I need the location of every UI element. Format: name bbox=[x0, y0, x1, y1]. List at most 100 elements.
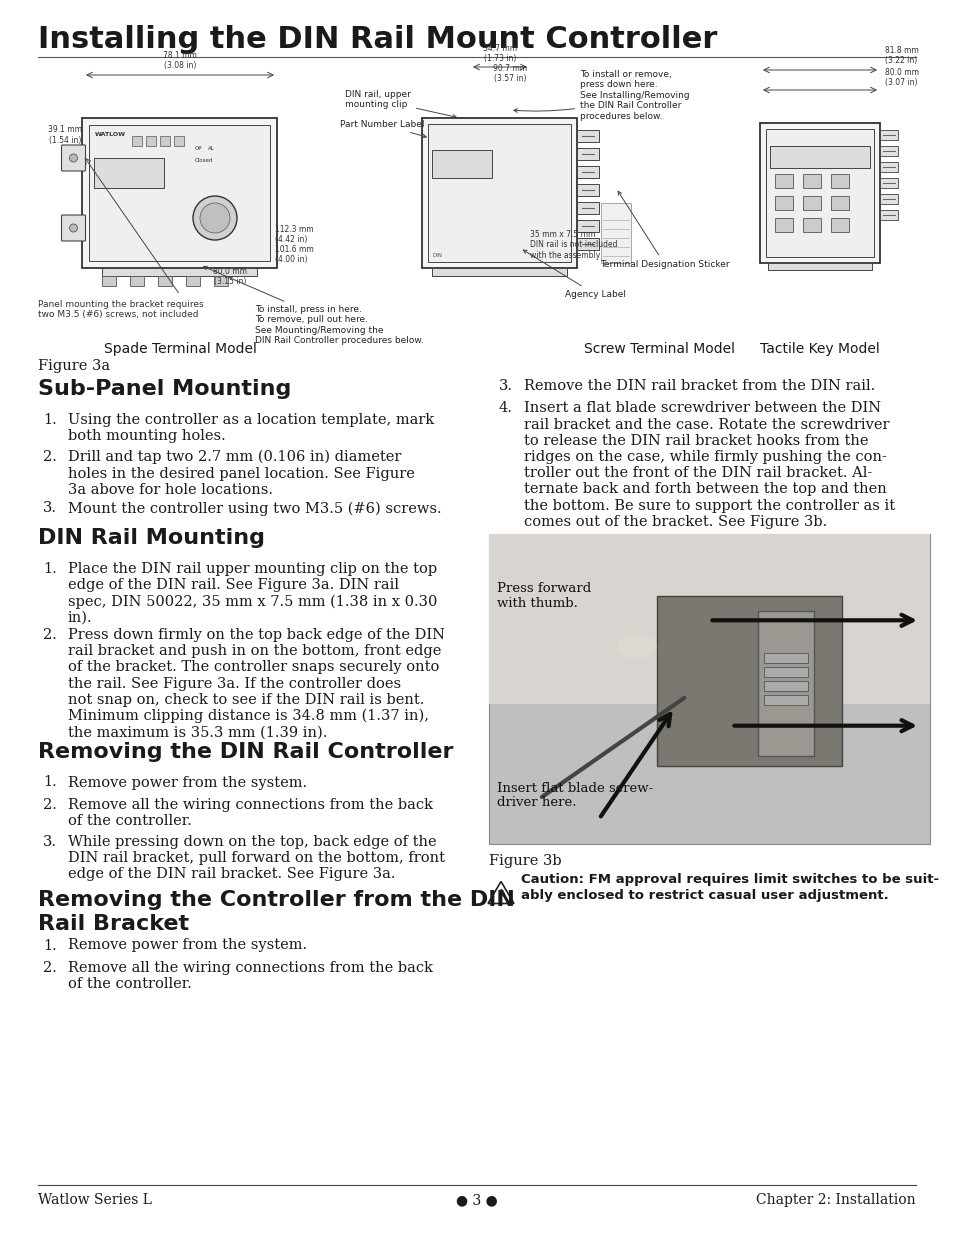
Text: 3.: 3. bbox=[43, 835, 57, 848]
Text: 80.0 mm
(3.15 in): 80.0 mm (3.15 in) bbox=[213, 267, 247, 287]
Bar bbox=[774, 219, 792, 232]
Bar bbox=[758, 611, 813, 756]
Text: Press down firmly on the top back edge of the DIN
rail bracket and push in on th: Press down firmly on the top back edge o… bbox=[68, 629, 444, 740]
Circle shape bbox=[70, 224, 77, 232]
Polygon shape bbox=[488, 882, 514, 904]
Text: ● 3 ●: ● 3 ● bbox=[456, 1193, 497, 1207]
Bar bbox=[802, 196, 821, 210]
Bar bbox=[656, 595, 841, 766]
Text: Agency Label: Agency Label bbox=[523, 249, 625, 299]
Text: 90.7 mm
(3.57 in): 90.7 mm (3.57 in) bbox=[493, 63, 526, 83]
Text: WATLOW: WATLOW bbox=[94, 132, 126, 137]
Bar bbox=[879, 210, 897, 220]
Bar bbox=[577, 220, 598, 232]
Text: Figure 3b: Figure 3b bbox=[489, 853, 561, 867]
Text: 3.: 3. bbox=[43, 501, 57, 515]
Bar bbox=[94, 158, 164, 188]
Text: Press forward
with thumb.: Press forward with thumb. bbox=[497, 582, 591, 610]
Text: 39.1 mm
(1.54 in): 39.1 mm (1.54 in) bbox=[48, 125, 82, 144]
Bar bbox=[879, 194, 897, 204]
Text: 34.7 mm
(1.73 in): 34.7 mm (1.73 in) bbox=[482, 43, 517, 63]
Text: 1.: 1. bbox=[43, 776, 56, 789]
FancyBboxPatch shape bbox=[61, 215, 86, 241]
Bar bbox=[760, 124, 879, 263]
Bar bbox=[763, 695, 807, 705]
Bar bbox=[432, 268, 567, 275]
Bar bbox=[879, 162, 897, 172]
Text: Mount the controller using two M3.5 (#6) screws.: Mount the controller using two M3.5 (#6)… bbox=[68, 501, 441, 516]
Text: !: ! bbox=[498, 889, 503, 899]
Text: 2.: 2. bbox=[43, 450, 57, 464]
Text: Tactile Key Model: Tactile Key Model bbox=[760, 342, 879, 356]
Bar bbox=[489, 534, 929, 844]
Text: 1.: 1. bbox=[43, 562, 56, 576]
Text: Using the controller as a location template, mark
both mounting holes.: Using the controller as a location templ… bbox=[68, 412, 434, 443]
Bar bbox=[765, 128, 873, 257]
Bar bbox=[802, 174, 821, 188]
Text: Insert flat blade screw-
driver here.: Insert flat blade screw- driver here. bbox=[497, 782, 653, 809]
Text: 3.: 3. bbox=[498, 379, 513, 393]
Text: Closed: Closed bbox=[194, 158, 213, 163]
Text: Caution: FM approval requires limit switches to be suit-
ably enclosed to restri: Caution: FM approval requires limit swit… bbox=[520, 873, 938, 902]
Bar bbox=[432, 149, 492, 178]
Bar bbox=[879, 146, 897, 156]
Text: Place the DIN rail upper mounting clip on the top
edge of the DIN rail. See Figu: Place the DIN rail upper mounting clip o… bbox=[68, 562, 436, 625]
Bar bbox=[577, 203, 598, 214]
Text: 35 mm x 7.5 mm
DIN rail is not included
with the assembly: 35 mm x 7.5 mm DIN rail is not included … bbox=[530, 230, 617, 259]
Bar bbox=[102, 268, 257, 275]
Text: 4.: 4. bbox=[498, 401, 513, 415]
Bar bbox=[830, 196, 848, 210]
Text: Chapter 2: Installation: Chapter 2: Installation bbox=[756, 1193, 915, 1207]
Text: 112.3 mm
(4.42 in): 112.3 mm (4.42 in) bbox=[274, 225, 314, 245]
Bar bbox=[830, 174, 848, 188]
Text: Watlow Series L: Watlow Series L bbox=[38, 1193, 152, 1207]
Bar bbox=[90, 125, 271, 261]
Text: Terminal Designation Sticker: Terminal Designation Sticker bbox=[599, 191, 729, 269]
Ellipse shape bbox=[616, 634, 656, 659]
Bar bbox=[158, 275, 172, 287]
Text: 80.0 mm
(3.07 in): 80.0 mm (3.07 in) bbox=[884, 68, 918, 86]
Bar bbox=[160, 136, 171, 146]
Bar bbox=[428, 124, 571, 262]
Text: Part Number Label: Part Number Label bbox=[339, 120, 426, 138]
Text: Screw Terminal Model: Screw Terminal Model bbox=[584, 342, 735, 356]
Text: DIN: DIN bbox=[432, 253, 442, 258]
Bar bbox=[577, 130, 598, 142]
Bar bbox=[577, 184, 598, 196]
Bar bbox=[763, 682, 807, 692]
Bar bbox=[879, 130, 897, 140]
Text: Installing the DIN Rail Mount Controller: Installing the DIN Rail Mount Controller bbox=[38, 25, 717, 54]
Bar bbox=[174, 136, 184, 146]
Text: Remove power from the system.: Remove power from the system. bbox=[68, 939, 307, 952]
Text: Figure 3a: Figure 3a bbox=[38, 359, 110, 373]
Text: Remove all the wiring connections from the back
of the controller.: Remove all the wiring connections from t… bbox=[68, 961, 433, 992]
Text: To install, press in here.
To remove, pull out here.
See Mounting/Removing the
D: To install, press in here. To remove, pu… bbox=[203, 267, 423, 346]
Text: 2.: 2. bbox=[43, 798, 57, 811]
Bar bbox=[422, 119, 577, 268]
Bar bbox=[102, 275, 116, 287]
Bar bbox=[82, 119, 277, 268]
Bar bbox=[830, 219, 848, 232]
Text: While pressing down on the top, back edge of the
DIN rail bracket, pull forward : While pressing down on the top, back edg… bbox=[68, 835, 444, 882]
Text: Removing the DIN Rail Controller: Removing the DIN Rail Controller bbox=[38, 741, 453, 762]
Text: Panel mounting the bracket requires
two M3.5 (#6) screws, not included: Panel mounting the bracket requires two … bbox=[38, 300, 203, 320]
Text: 2.: 2. bbox=[43, 629, 57, 642]
Bar bbox=[577, 148, 598, 161]
Text: AL: AL bbox=[208, 146, 214, 151]
Text: 101.6 mm
(4.00 in): 101.6 mm (4.00 in) bbox=[274, 245, 314, 264]
Circle shape bbox=[70, 154, 77, 162]
Bar bbox=[769, 146, 869, 168]
Bar bbox=[767, 263, 871, 270]
Text: 2.: 2. bbox=[43, 961, 57, 974]
Text: 81.8 mm
(3.22 in): 81.8 mm (3.22 in) bbox=[884, 46, 918, 65]
Text: Spade Terminal Model: Spade Terminal Model bbox=[104, 342, 256, 356]
Text: DIN Rail Mounting: DIN Rail Mounting bbox=[38, 529, 265, 548]
Text: Remove the DIN rail bracket from the DIN rail.: Remove the DIN rail bracket from the DIN… bbox=[523, 379, 874, 393]
Text: 1.: 1. bbox=[43, 412, 56, 427]
Text: OP: OP bbox=[194, 146, 202, 151]
Circle shape bbox=[200, 203, 230, 233]
Bar bbox=[802, 219, 821, 232]
Bar bbox=[186, 275, 200, 287]
Bar bbox=[147, 136, 156, 146]
Bar bbox=[879, 178, 897, 188]
